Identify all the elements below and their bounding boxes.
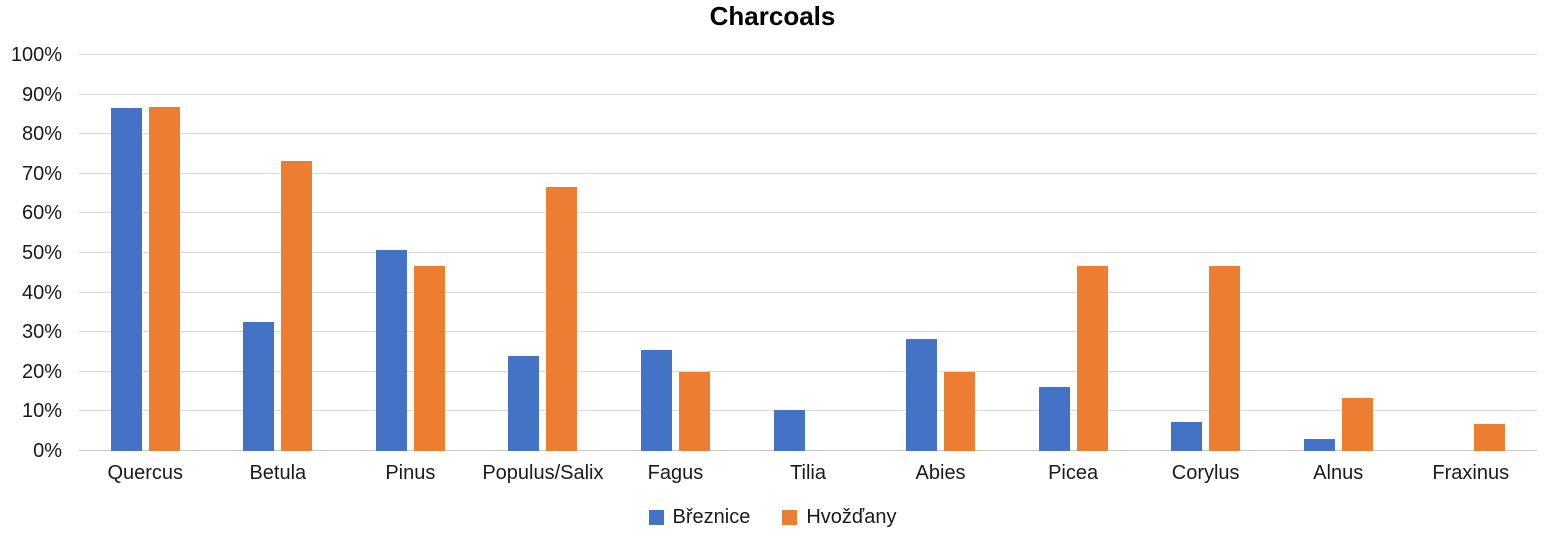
gridline [79,133,1537,135]
gridline [79,93,1537,95]
legend-label: Hvožďany [806,506,897,528]
chart-title: Charcoals [709,1,836,31]
legend-item-Březnice: Březnice [648,506,751,529]
y-tick-label: 80% [21,123,62,146]
x-category-label: Fraxinus [1432,462,1510,484]
y-tick-label: 60% [21,202,62,225]
bar-Březnice-Pinus [375,250,407,451]
y-tick-label: 90% [21,83,62,106]
x-category-label: Picea [1048,462,1099,484]
bar-Březnice-Alnus [1303,439,1335,451]
legend: Březnice Hvožďany [0,506,1545,529]
gridline [79,172,1537,174]
bar-Hvožďany-Abies [944,371,976,451]
bar-group-Picea [1007,55,1140,451]
gridline [79,252,1537,253]
legend-label: Březnice [672,506,751,528]
bar-group-Fagus [609,55,742,451]
bar-Hvožďany-Pinus [413,266,445,451]
y-tick-label: 50% [21,242,62,264]
plot-area [79,54,1537,451]
bar-Březnice-Picea [1038,387,1070,451]
bar-group-Corylus [1139,55,1272,451]
x-category-label: Tilia [790,462,826,484]
bar-Hvožďany-Fraxinus [1474,424,1506,451]
bar-Březnice-Fagus [640,350,672,451]
bar-group-Populus/Salix [477,55,610,451]
x-category-label: Pinus [385,462,436,484]
gridline [79,450,1537,451]
bar-Březnice-Corylus [1171,421,1203,451]
bar-Hvožďany-Alnus [1341,398,1373,451]
x-axis-labels: Quercus Betula Pinus Populus/Salix Fagus Tili… [79,462,1537,485]
gridline [79,331,1537,333]
bar-Březnice-Abies [906,338,938,451]
gridline [79,54,1537,55]
legend-item-Hvožďany: Hvožďany [782,506,896,529]
bar-Hvožďany-Populus/Salix [546,186,578,451]
gridline [79,370,1537,372]
x-category-label: Quercus [107,462,184,484]
bar-Hvožďany-Quercus [148,106,180,451]
gridlines [79,54,1537,451]
gridline [79,212,1537,214]
bar-Hvožďany-Picea [1076,266,1108,451]
gridline [79,291,1537,293]
bar-Březnice-Populus/Salix [508,356,540,451]
y-tick-label: 70% [21,162,62,185]
y-tick-label: 30% [21,321,62,344]
x-category-label: Betula [249,462,307,484]
y-axis-labels: 0% 10% 20% 30% 40% 50% 60% 70% 80% 90% 100% [0,45,62,461]
x-category-label: Alnus [1313,462,1364,484]
bar-group-Betula [212,55,345,451]
bar-Březnice-Quercus [110,108,142,451]
bar-group-Fraxinus [1404,55,1537,451]
bar-group-Pinus [344,55,477,451]
bar-Hvožďany-Corylus [1209,266,1241,451]
bar-group-Tilia [742,55,875,451]
y-tick-label: 20% [21,360,62,383]
y-tick-label: 100% [10,44,62,66]
bar-group-Quercus [79,55,212,451]
x-category-label: Corylus [1171,462,1240,484]
y-tick-label: 10% [21,400,62,423]
legend-swatch-icon [648,510,664,525]
bar-group-Abies [874,55,1007,451]
legend-swatch-icon [782,510,798,525]
y-tick-label: 40% [21,281,62,304]
bar-Hvožďany-Betula [281,160,313,451]
y-tick-label: 0% [33,440,62,462]
gridline [79,410,1537,412]
bar-Hvožďany-Fagus [678,371,710,451]
bar-groups [79,55,1537,451]
bar-Březnice-Betula [243,321,275,451]
x-category-label: Populus/Salix [482,462,604,484]
bar-Březnice-Tilia [773,410,805,451]
x-category-label: Abies [915,462,966,484]
bar-group-Alnus [1272,55,1405,451]
x-category-label: Fagus [647,462,704,484]
